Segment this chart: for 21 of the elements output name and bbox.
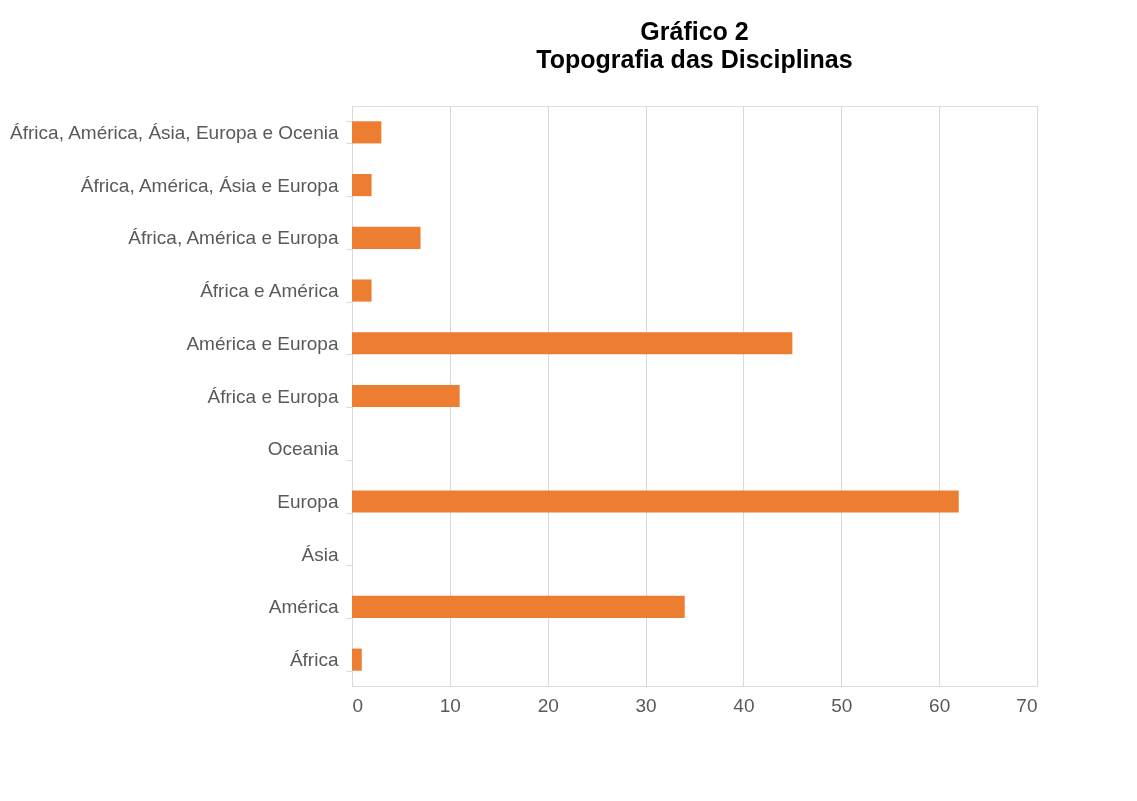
x-tick-label: 60 bbox=[929, 694, 951, 716]
chart-subtitle: Topografia das Disciplinas bbox=[536, 45, 853, 73]
x-tick-label: 20 bbox=[537, 694, 559, 716]
x-tick-label: 30 bbox=[635, 694, 657, 716]
x-tick-label: 50 bbox=[831, 694, 853, 716]
y-tick-label: América bbox=[268, 596, 339, 618]
x-tick-label: 10 bbox=[439, 694, 461, 716]
y-tick-label: Ásia bbox=[301, 543, 339, 565]
y-tick-label: África bbox=[289, 649, 339, 671]
y-tick-label: Europa bbox=[277, 490, 339, 512]
y-tick-label: África, América, Ásia, Europa e Ocenia bbox=[10, 121, 339, 143]
x-tick-label: 70 bbox=[1016, 694, 1038, 716]
x-tick-label: 0 bbox=[352, 694, 364, 716]
y-tick-label: Oceania bbox=[267, 438, 339, 460]
y-tick-label: África, América e Europa bbox=[128, 227, 339, 249]
y-tick-label: África, América, Ásia e Europa bbox=[80, 174, 339, 196]
chart-title: Gráfico 2 bbox=[640, 17, 749, 45]
y-tick-label: África e Europa bbox=[207, 385, 339, 407]
x-tick-label: 40 bbox=[733, 694, 755, 716]
y-tick-label: América e Europa bbox=[186, 332, 339, 354]
y-tick-label: África e América bbox=[200, 280, 339, 302]
